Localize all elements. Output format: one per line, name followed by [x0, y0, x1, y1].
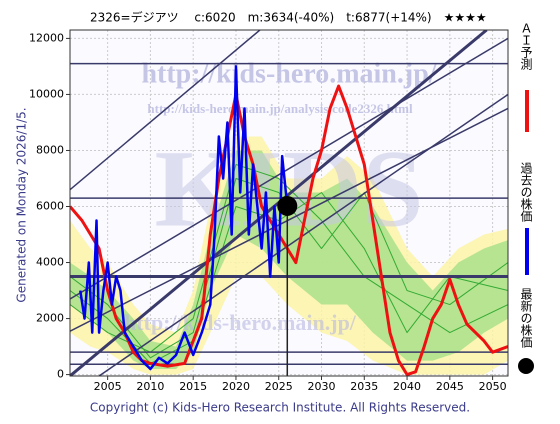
legend-label: ＡＩ予測: [519, 22, 533, 70]
side-note: Generated on Monday 2026/1/5.: [15, 107, 29, 302]
x-tick-label: 2030: [308, 380, 336, 393]
x-tick-label: 2045: [436, 380, 464, 393]
watermark: http://kids-hero.main.jp/analysis/code23…: [147, 101, 413, 116]
legend-swatch: [518, 358, 534, 374]
x-tick-label: 2050: [479, 380, 507, 393]
band: [70, 150, 508, 369]
plot-frame: [69, 29, 509, 377]
legend-label: 過去の株価: [519, 162, 533, 222]
plot: KIDShttp://kids-hero.main.jp/http://kids…: [70, 30, 508, 376]
projection-line: [70, 177, 508, 359]
y-tick-label: 12000: [29, 31, 64, 44]
trend-line: [70, 30, 261, 191]
x-tick-label: 2015: [179, 380, 207, 393]
watermark: http://kids-hero.main.jp/: [124, 310, 357, 335]
trend-line: [98, 93, 508, 376]
x-tick-label: 2025: [265, 380, 293, 393]
projection-line: [70, 163, 508, 353]
legend-label: 最新の株価: [519, 288, 533, 348]
chart-title: 2326=デジアツ c:6020 m:3634(-40%) t:6877(+14…: [90, 10, 487, 25]
y-tick-label: 4000: [36, 256, 64, 269]
footer: Copyright (c) Kids-Hero Research Institu…: [90, 401, 470, 415]
latest-point: [277, 195, 298, 216]
y-tick-label: 2000: [36, 312, 64, 325]
series-line: [79, 65, 289, 371]
x-tick-label: 2010: [136, 380, 164, 393]
x-tick-label: 2020: [222, 380, 250, 393]
y-tick-label: 8000: [36, 143, 64, 156]
x-tick-label: 2040: [393, 380, 421, 393]
trend-line: [70, 37, 508, 300]
x-tick-label: 2035: [350, 380, 378, 393]
x-tick-label: 2005: [94, 380, 122, 393]
y-tick-label: 0: [57, 368, 64, 381]
y-tick-label: 10000: [29, 87, 64, 100]
y-tick-label: 6000: [36, 200, 64, 213]
